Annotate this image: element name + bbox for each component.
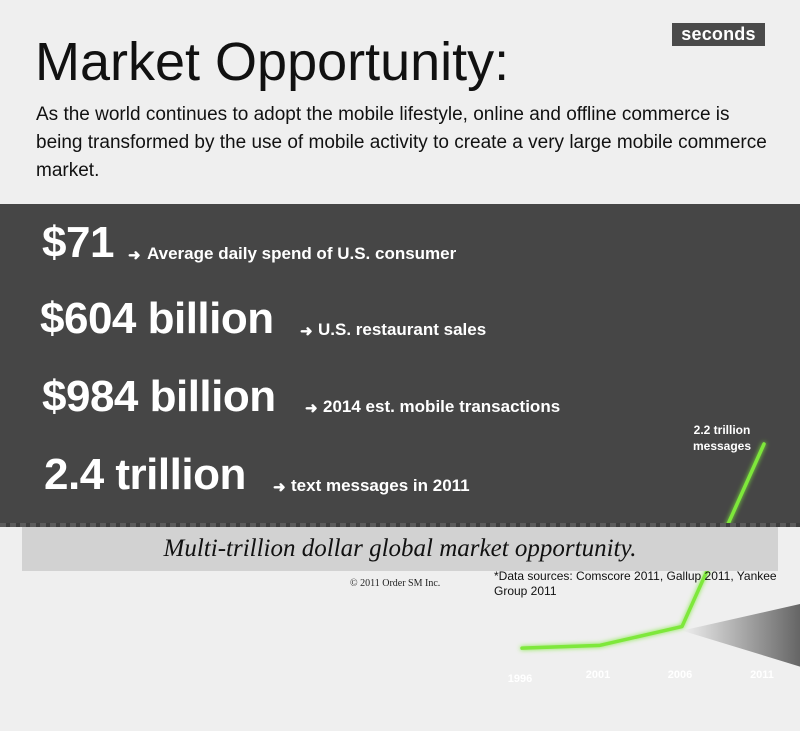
chart-shadow <box>682 604 800 667</box>
tagline: Multi-trillion dollar global market oppo… <box>163 535 637 562</box>
arrow-right-icon: ➜ <box>273 479 286 496</box>
stat-value: $71 <box>42 218 114 267</box>
arrow-right-icon: ➜ <box>305 400 318 417</box>
copyright-notice: © 2011 Order SM Inc. <box>350 578 441 589</box>
chart-x-tick-label: 2011 <box>750 669 774 681</box>
stats-panel: $71 ➜ Average daily spend of U.S. consum… <box>0 204 800 685</box>
stat-description: text messages in 2011 <box>291 476 470 495</box>
brand-logo: seconds <box>672 23 765 46</box>
stat-value: $984 billion <box>42 372 276 421</box>
stat-description: Average daily spend of U.S. consumer <box>147 244 457 263</box>
chart-annotation: 2.2 trillion messages <box>693 423 751 453</box>
chart-x-tick-label: 2001 <box>586 669 610 681</box>
chart-x-tick-label: 2006 <box>668 669 692 681</box>
stat-value: $604 billion <box>40 294 274 343</box>
stat-description: U.S. restaurant sales <box>318 320 487 339</box>
chart-x-tick-label: 1996 <box>508 673 532 685</box>
stat-description: 2014 est. mobile transactions <box>323 397 561 416</box>
intro-paragraph: As the world continues to adopt the mobi… <box>36 104 767 181</box>
tagline-bar: Multi-trillion dollar global market oppo… <box>22 527 778 571</box>
data-sources-note: *Data sources: Comscore 2011, Gallup 201… <box>494 569 777 598</box>
stat-value: 2.4 trillion <box>44 450 246 499</box>
arrow-right-icon: ➜ <box>300 323 313 340</box>
slide-header: seconds Market Opportunity: As the world… <box>0 0 800 204</box>
arrow-right-icon: ➜ <box>128 247 141 264</box>
slide-title: Market Opportunity: <box>35 32 510 92</box>
